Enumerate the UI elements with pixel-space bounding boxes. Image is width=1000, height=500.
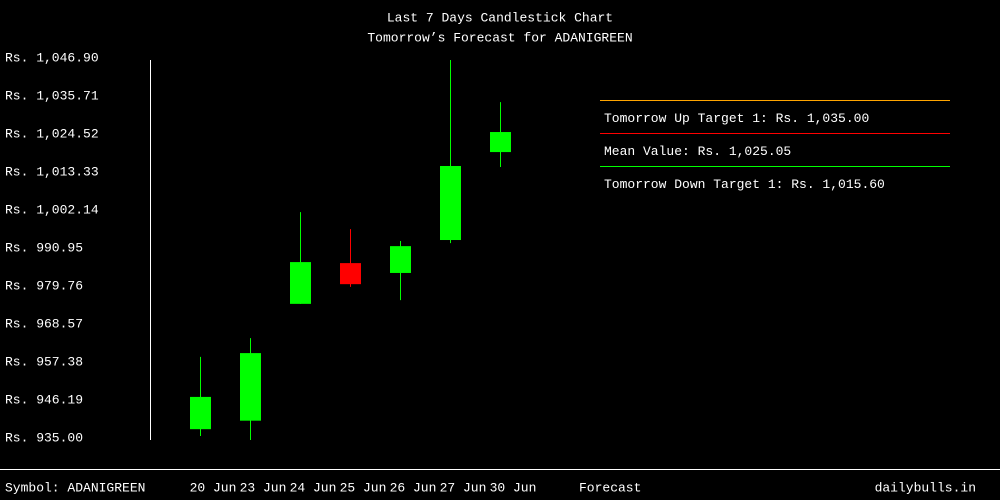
x-tick-label: 24 Jun	[290, 480, 337, 495]
symbol-label: Symbol: ADANIGREEN	[5, 480, 145, 495]
x-tick-label: 26 Jun	[390, 480, 437, 495]
x-tick-label: 30 Jun	[490, 480, 537, 495]
y-tick-label: Rs. 1,024.52	[5, 126, 99, 141]
chart-subtitle: Tomorrow’s Forecast for ADANIGREEN	[367, 30, 632, 45]
chart-title: Last 7 Days Candlestick Chart	[387, 10, 613, 25]
y-tick-label: Rs. 1,035.71	[5, 88, 99, 103]
candle-body	[190, 396, 211, 430]
candle-body	[490, 132, 511, 153]
y-tick-label: Rs. 946.19	[5, 392, 83, 407]
y-tick-label: Rs. 1,046.90	[5, 50, 99, 65]
x-tick-label: 27 Jun	[440, 480, 487, 495]
candle-body	[390, 246, 411, 273]
x-tick-label: 25 Jun	[340, 480, 387, 495]
y-tick-label: Rs. 968.57	[5, 316, 83, 331]
site-label: dailybulls.in	[875, 480, 976, 495]
candle-body	[440, 165, 461, 241]
y-tick-label: Rs. 957.38	[5, 354, 83, 369]
candle-body	[290, 262, 311, 304]
y-tick-label: Rs. 1,002.14	[5, 202, 99, 217]
target-label: Tomorrow Up Target 1: Rs. 1,035.00	[604, 111, 869, 126]
candle-body	[240, 353, 261, 421]
target-label: Tomorrow Down Target 1: Rs. 1,015.60	[604, 177, 885, 192]
candle-body	[340, 263, 361, 285]
x-tick-label: 20 Jun	[190, 480, 237, 495]
x-tick-label: 23 Jun	[240, 480, 287, 495]
y-tick-label: Rs. 979.76	[5, 278, 83, 293]
y-tick-label: Rs. 990.95	[5, 240, 83, 255]
y-tick-label: Rs. 1,013.33	[5, 164, 99, 179]
forecast-label: Forecast	[579, 480, 641, 495]
y-tick-label: Rs. 935.00	[5, 430, 83, 445]
target-label: Mean Value: Rs. 1,025.05	[604, 144, 791, 159]
